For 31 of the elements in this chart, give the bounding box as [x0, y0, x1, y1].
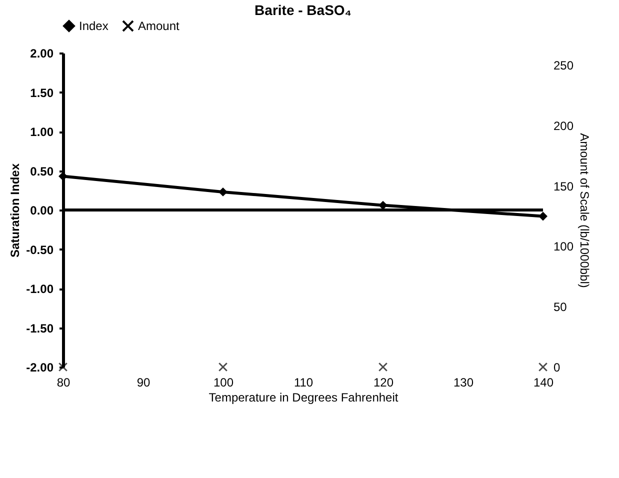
legend-label: Index [79, 19, 108, 33]
x-tick-label: 110 [294, 376, 314, 390]
chart-title: Barite - BaSO₄ [254, 2, 352, 18]
y2-tick-label: 200 [554, 118, 574, 133]
y2-tick-label: 0 [554, 360, 560, 374]
y-tick-label: 0.50 [30, 164, 54, 178]
x-tick-label: 90 [136, 376, 150, 390]
y-tick-label: -0.50 [26, 242, 54, 257]
x-tick-label: 140 [533, 376, 554, 390]
legend-label: Amount [138, 19, 180, 33]
y-tick-label: 1.00 [30, 125, 54, 139]
y2-tick-label: 50 [554, 300, 568, 314]
y-tick-label: 1.50 [30, 86, 54, 100]
y2-tick-label: 100 [554, 240, 574, 254]
y2-tick-label: 150 [554, 179, 574, 194]
point [538, 212, 548, 221]
y-tick-label: -1.50 [26, 321, 54, 336]
point [58, 172, 68, 181]
x-axis-title: Temperature in Degrees Fahrenheit [208, 390, 399, 404]
y-tick-label: -2.00 [26, 360, 54, 374]
x-tick-label: 130 [453, 376, 474, 390]
x-tick-label: 80 [56, 376, 70, 390]
y-tick-label: 0.00 [30, 204, 54, 218]
point [218, 187, 228, 196]
x-tick-label: 100 [213, 376, 234, 390]
x-tick-label: 120 [373, 376, 394, 390]
y-tick-label: -1.00 [26, 282, 54, 296]
y-tick-label: 2.00 [30, 46, 54, 60]
y2-tick-label: 250 [554, 58, 574, 73]
y-axis-title: Saturation Index [8, 163, 22, 258]
y2-axis-title: Amount of Scale (lb/1000bbl) [578, 133, 592, 288]
